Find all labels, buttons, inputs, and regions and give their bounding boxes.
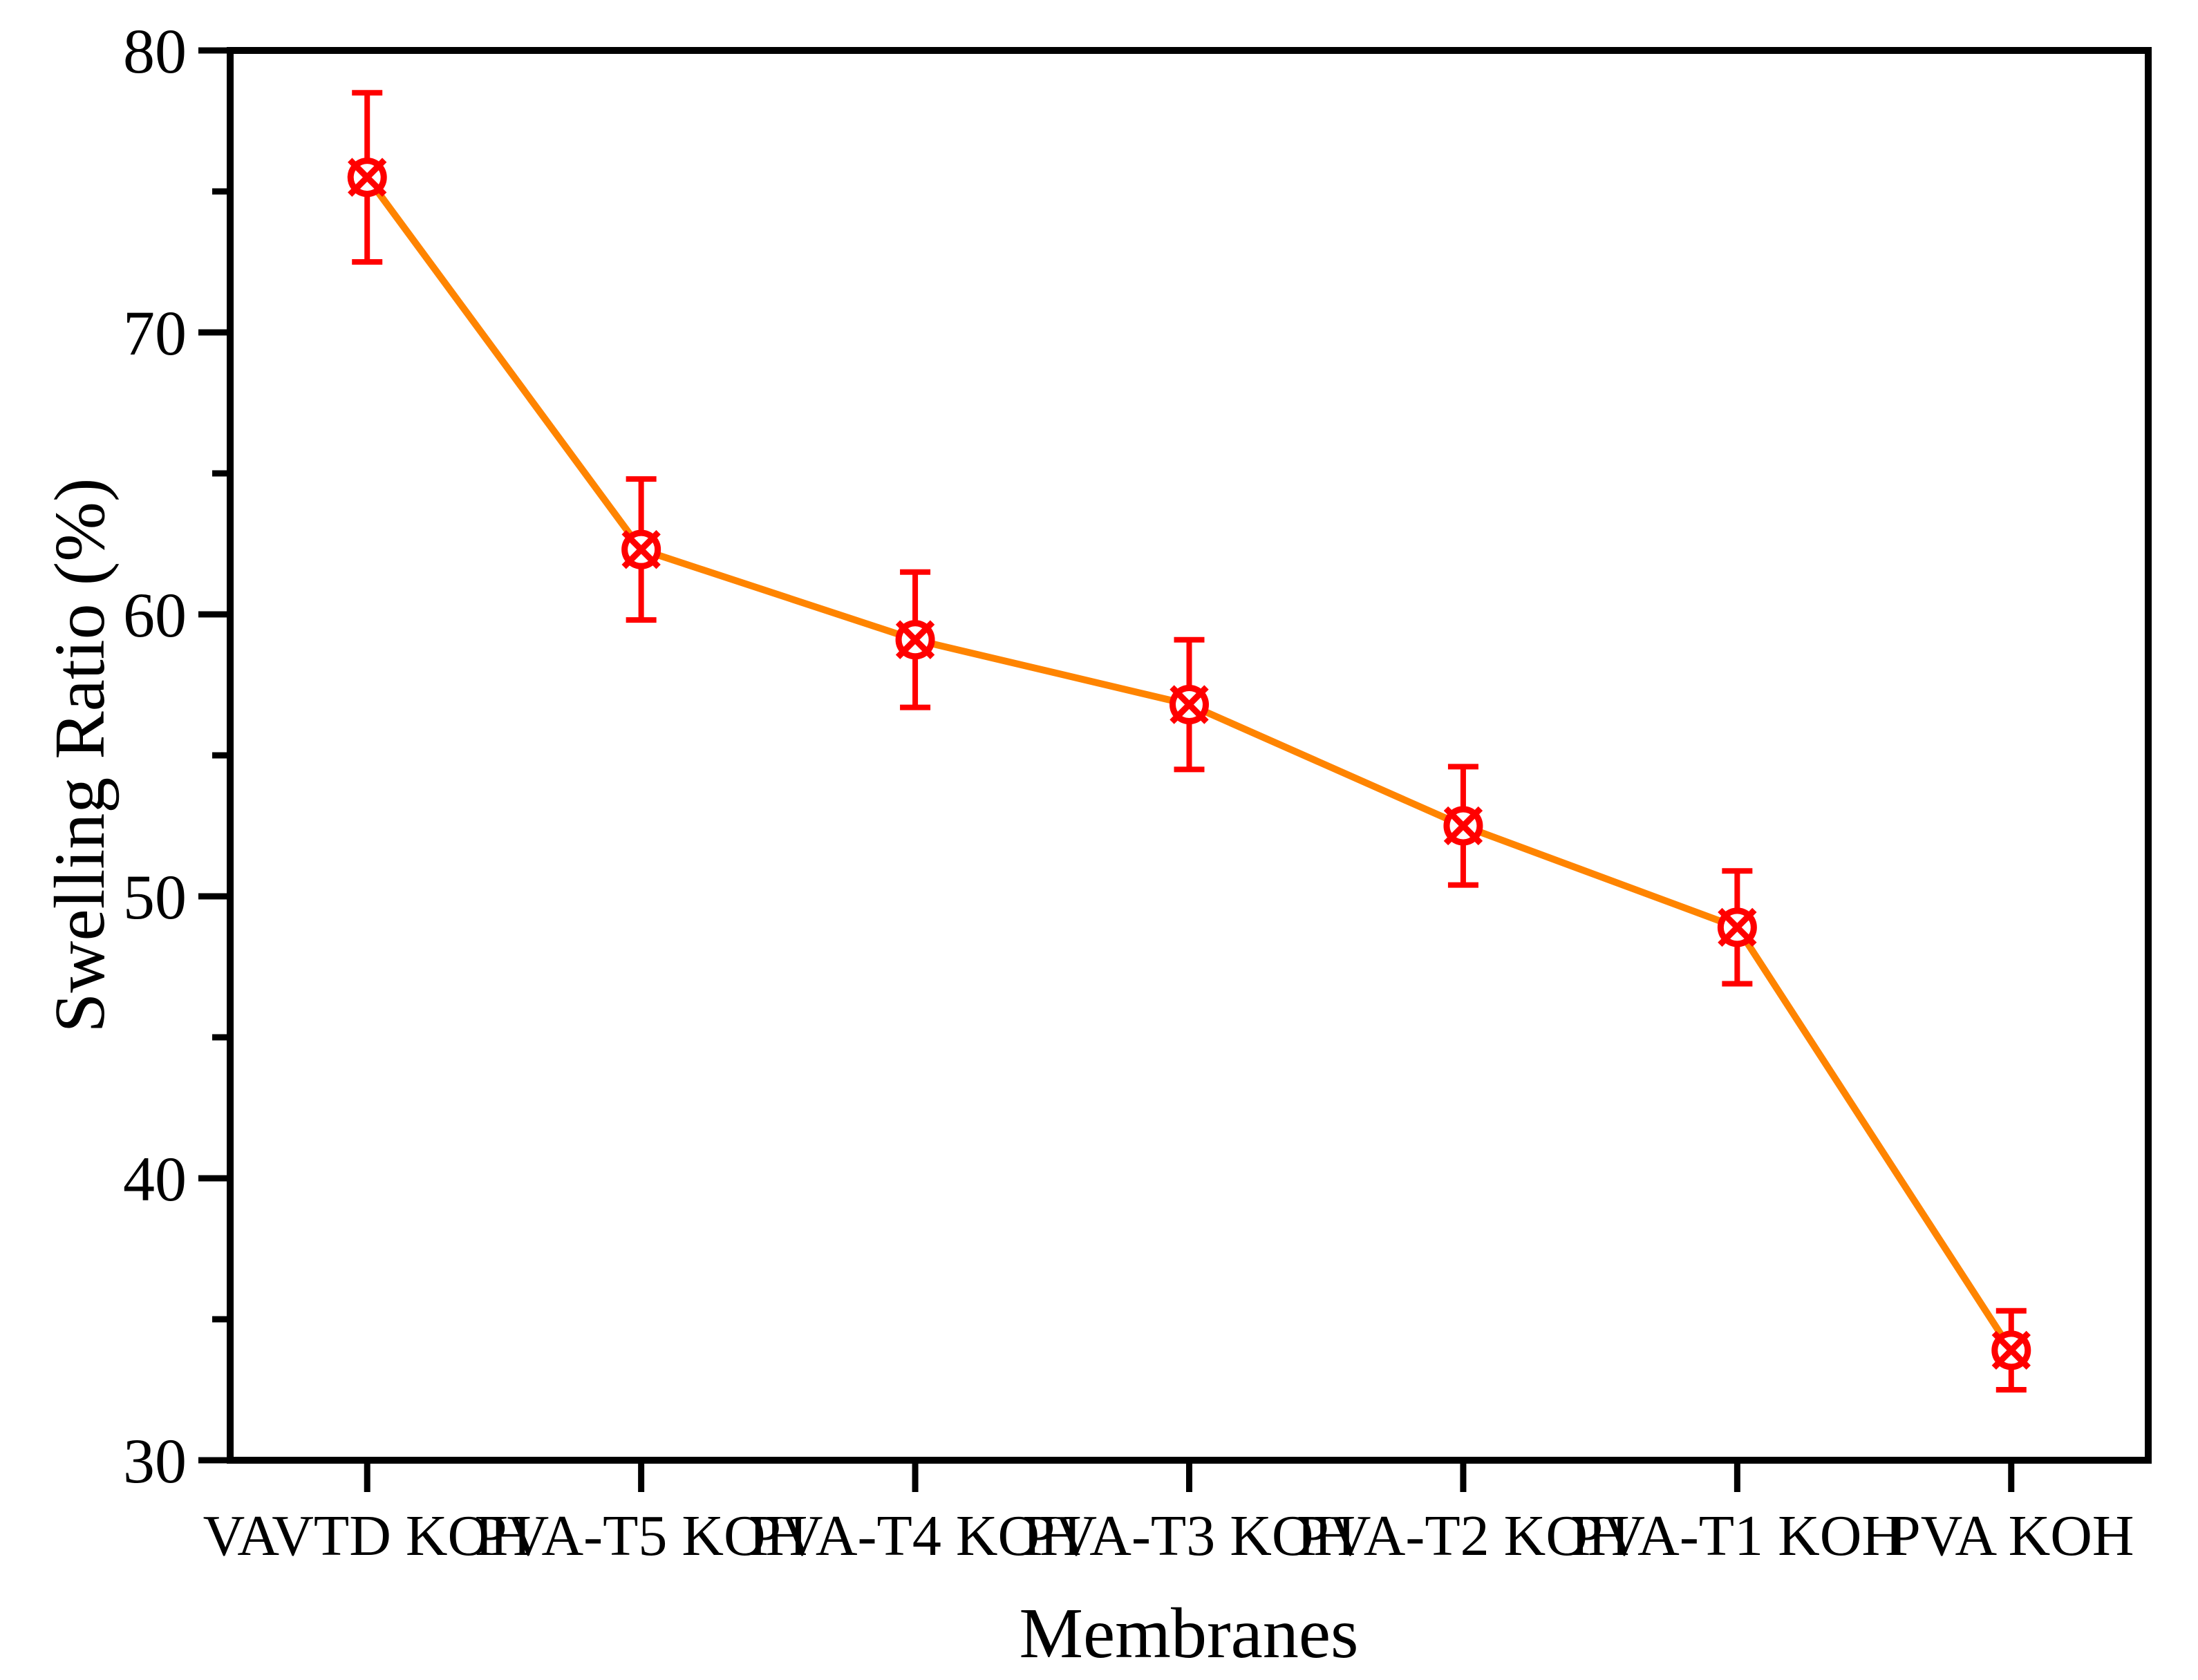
x-category-label: PVA-T4 KOH	[749, 1504, 1081, 1568]
marker-circle	[1170, 685, 1209, 725]
marker-circle	[1717, 907, 1757, 947]
y-tick-label: 50	[123, 862, 187, 932]
x-category-label: PVA-T1 KOH	[1571, 1504, 1904, 1568]
x-category-label: PVA-T3 KOH	[1023, 1504, 1355, 1568]
y-tick-label: 60	[123, 580, 187, 650]
y-tick-label: 30	[123, 1426, 187, 1496]
y-tick-label: 80	[123, 16, 187, 86]
series-markers	[347, 158, 2031, 1370]
y-tick-label: 70	[123, 298, 187, 368]
x-category-label: PVA-T2 KOH	[1297, 1504, 1629, 1568]
y-axis-title: Swelling Ratio (%)	[40, 478, 120, 1032]
marker-circle	[1443, 806, 1483, 846]
x-category-label: PVA KOH	[1888, 1504, 2134, 1568]
marker-circle	[621, 529, 661, 569]
marker-circle	[895, 620, 935, 660]
marker-circle	[1991, 1330, 2031, 1370]
marker-circle	[347, 158, 387, 198]
y-tick-label: 40	[123, 1144, 187, 1214]
x-axis-title: Membranes	[1020, 1594, 1359, 1673]
error-bars	[352, 90, 2027, 1393]
x-category-label: VAVTD KOH	[203, 1504, 532, 1568]
x-category-label: PVA-T5 KOH	[475, 1504, 807, 1568]
y-axis-ticks: 30 40 50 60 70 80	[123, 16, 230, 1496]
